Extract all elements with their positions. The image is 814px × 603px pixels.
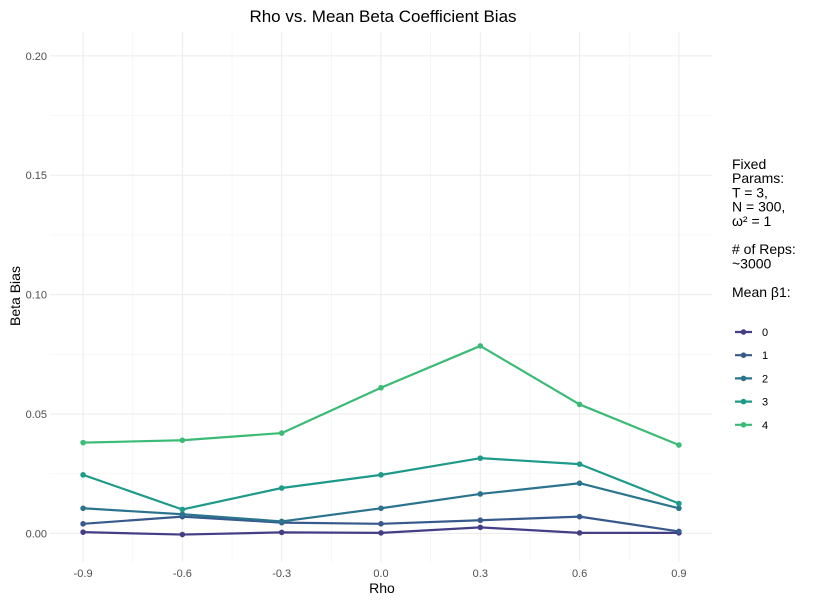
data-point xyxy=(576,480,583,487)
data-point xyxy=(576,530,583,536)
legend-keys: 0 1 2 3 4 xyxy=(735,327,768,432)
data-point xyxy=(179,506,186,513)
data-point xyxy=(278,430,285,436)
legend-key-label: 2 xyxy=(762,373,768,385)
x-tick-label: 0.0 xyxy=(373,568,388,580)
series-4 xyxy=(80,343,682,448)
legend-note-line: T = 3, xyxy=(732,184,768,200)
legend-note-line: ~3000 xyxy=(732,255,772,271)
chart-title: Rho vs. Mean Beta Coefficient Bias xyxy=(249,7,516,26)
legend-key-point xyxy=(740,422,747,428)
legend-item-2: 2 xyxy=(735,373,768,385)
legend-key-label: 4 xyxy=(762,420,768,432)
data-point xyxy=(676,528,682,535)
y-tick-label: 0.10 xyxy=(26,290,47,302)
series-layer xyxy=(80,343,682,538)
data-point xyxy=(378,505,384,512)
y-tick-label: 0.15 xyxy=(26,170,47,182)
legend-key-label: 1 xyxy=(762,350,768,362)
series-3 xyxy=(80,455,682,513)
legend-note-line: ω² = 1 xyxy=(732,213,772,229)
data-point xyxy=(477,517,484,524)
y-axis-title: Beta Bias xyxy=(7,266,23,326)
data-point xyxy=(278,529,285,536)
data-point xyxy=(80,521,86,527)
grid xyxy=(50,32,712,562)
y-tick-label: 0.05 xyxy=(26,409,47,421)
legend-item-3: 3 xyxy=(735,397,768,409)
axes: -0.9 -0.6 -0.3 0.0 0.3 0.6 0.9 0.00 0.05 0.10 0.15… xyxy=(26,51,687,580)
legend-item-4: 4 xyxy=(735,420,768,432)
x-tick-label: -0.9 xyxy=(74,568,93,580)
data-point xyxy=(477,455,484,461)
data-point xyxy=(477,524,484,531)
legend-note-line: Fixed xyxy=(732,156,766,172)
x-tick-label: 0.6 xyxy=(572,568,587,580)
x-tick-label: -0.3 xyxy=(272,568,291,580)
data-point xyxy=(179,511,186,518)
legend-key-point xyxy=(740,352,747,359)
data-point xyxy=(179,437,186,444)
y-tick-label: 0.20 xyxy=(26,51,47,63)
legend-key-point xyxy=(740,398,747,405)
data-point xyxy=(676,500,682,507)
data-point xyxy=(278,518,285,525)
x-tick-label: 0.3 xyxy=(473,568,488,580)
legend-key-point xyxy=(740,375,747,382)
data-point xyxy=(378,521,384,527)
legend-item-1: 1 xyxy=(735,350,768,362)
legend-item-0: 0 xyxy=(735,327,768,339)
data-point xyxy=(80,472,86,478)
y-tick-label: 0.00 xyxy=(26,528,47,540)
x-tick-label: -0.6 xyxy=(173,568,192,580)
data-point xyxy=(477,491,484,497)
data-point xyxy=(378,530,384,536)
data-point xyxy=(378,384,384,391)
legend-note-line: # of Reps: xyxy=(732,241,796,257)
x-tick-label: 0.9 xyxy=(671,568,686,580)
data-point xyxy=(278,485,285,491)
legend-key-label: 3 xyxy=(762,397,768,409)
legend-key-point xyxy=(740,329,747,335)
data-point xyxy=(80,439,86,446)
data-point xyxy=(179,531,186,538)
data-point xyxy=(80,505,86,512)
data-point xyxy=(576,513,583,520)
data-point xyxy=(576,461,583,467)
data-point xyxy=(378,472,384,478)
x-axis-title: Rho xyxy=(369,580,395,596)
legend-key-label: 0 xyxy=(762,327,768,339)
data-point xyxy=(80,529,86,535)
data-point xyxy=(676,505,682,512)
data-point xyxy=(676,442,682,448)
legend-note-line: Params: xyxy=(732,170,784,186)
legend-note-line: N = 300, xyxy=(732,199,785,215)
legend-note-line: Mean β1: xyxy=(732,284,791,300)
series-2 xyxy=(80,480,682,525)
data-point xyxy=(576,401,583,408)
data-point xyxy=(477,343,484,349)
